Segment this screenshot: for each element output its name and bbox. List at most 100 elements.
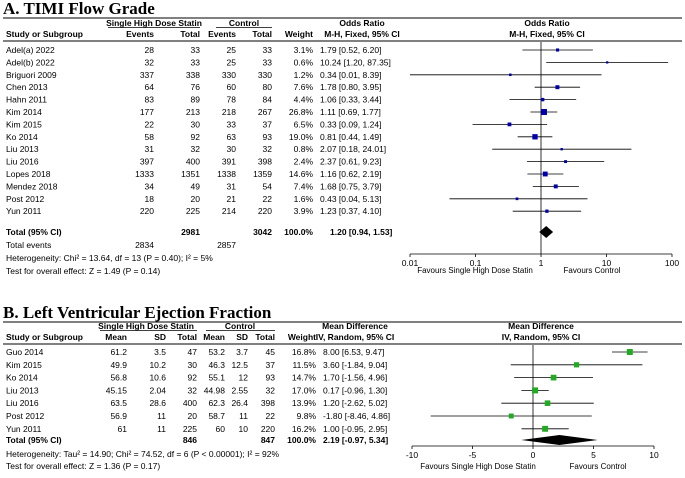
- panel-b-point-estimate: [508, 413, 514, 419]
- panel-b-col-mean2: Mean: [203, 332, 225, 342]
- total-treatment: 47: [188, 347, 198, 357]
- total-treatment: 213: [186, 107, 200, 117]
- table-row: Yun 2011 61 11 225 60 10 220 16.2% 1.00 [-0.95, …: [6, 424, 387, 434]
- study-name: Kim 2015: [6, 119, 42, 129]
- panel-b-total-ci: 2.19 [-0.97, 5.34]: [323, 435, 388, 445]
- weight-value: 4.4%: [294, 95, 314, 105]
- mean-control: 46.3: [208, 360, 225, 370]
- weight-value: 26.8%: [289, 107, 314, 117]
- events-treatment: 397: [140, 157, 154, 167]
- panel-b-col-study: Study or Subgroup: [6, 332, 83, 342]
- study-name: Chen 2013: [6, 82, 48, 92]
- odds-ratio-ci: 0.81 [0.44, 1.49]: [320, 132, 381, 142]
- total-treatment: 1351: [181, 169, 200, 179]
- odds-ratio-ci: 2.07 [0.18, 24.01]: [320, 144, 386, 154]
- total-treatment: 76: [191, 82, 201, 92]
- study-name: Kim 2014: [6, 107, 42, 117]
- events-treatment: 337: [140, 70, 154, 80]
- study-name: Liu 2016: [6, 398, 39, 408]
- mean-control: 62.3: [208, 398, 225, 408]
- weight-value: 11.5%: [293, 360, 317, 370]
- events-treatment: 28: [145, 45, 155, 55]
- events-control: 330: [222, 70, 236, 80]
- panel-a-tick-label: 0.01: [402, 258, 419, 268]
- weight-value: 3.9%: [294, 206, 314, 216]
- mean-difference-ci: 3.60 [-1.84, 9.04]: [323, 360, 387, 370]
- panel-b-group1-header: Single High Dose Statin: [98, 321, 194, 331]
- panel-b-point-estimate: [550, 374, 557, 381]
- table-row: Mendez 2018 34 49 31 54 7.4% 1.68 [0.75, 3.79]: [6, 181, 381, 191]
- panel-b-point-estimate: [544, 400, 551, 406]
- total-treatment: 33: [191, 57, 201, 67]
- sd-control: 11: [239, 411, 248, 421]
- table-row: Kim 2015 49.9 10.2 30 46.3 12.5 37 11.5% 3.60 [-…: [6, 360, 387, 370]
- weight-value: 14.7%: [292, 373, 317, 383]
- total-treatment: 89: [191, 95, 201, 105]
- study-name: Liu 2013: [6, 144, 39, 154]
- panel-a-point-estimate: [507, 122, 512, 127]
- panel-a-col-method: M-H, Fixed, 95% CI: [324, 29, 400, 39]
- total-treatment: 20: [191, 194, 201, 204]
- panel-a-plot: 0.01 0.1 1 10 100: [402, 42, 679, 268]
- panel-a-total-n1: 2981: [181, 227, 200, 237]
- mean-treatment: 61.2: [110, 347, 127, 357]
- total-treatment: 92: [188, 373, 198, 383]
- events-treatment: 22: [145, 119, 155, 129]
- total-control: 33: [263, 57, 273, 67]
- total-control: 398: [258, 157, 272, 167]
- table-row: Kim 2015 22 30 33 37 6.5% 0.33 [0.09, 1.24]: [6, 119, 381, 129]
- study-name: Kim 2015: [6, 360, 42, 370]
- total-control: 267: [258, 107, 272, 117]
- events-control: 60: [227, 82, 237, 92]
- events-treatment: 34: [145, 181, 155, 191]
- panel-b-favours-right: Favours Control: [570, 462, 627, 471]
- events-control: 33: [227, 119, 237, 129]
- panel-a-total-events2: 2857: [217, 240, 236, 250]
- sd-treatment: 10.6: [149, 373, 166, 383]
- table-row: Liu 2016 63.5 28.6 400 62.3 26.4 398 13.9% 1.20 …: [6, 398, 387, 408]
- study-name: Briguori 2009: [6, 70, 57, 80]
- odds-ratio-ci: 1.23 [0.37, 4.10]: [320, 206, 381, 216]
- odds-ratio-ci: 1.11 [0.69, 1.77]: [320, 107, 381, 117]
- weight-value: 13.9%: [292, 398, 317, 408]
- odds-ratio-ci: 1.16 [0.62, 2.19]: [320, 169, 381, 179]
- total-control: 54: [263, 181, 273, 191]
- study-name: Yun 2011: [6, 424, 42, 434]
- study-name: Liu 2013: [6, 385, 39, 395]
- study-name: Lopes 2018: [6, 169, 51, 179]
- panel-b-col-sd1: SD: [154, 332, 166, 342]
- panel-a-point-estimate: [556, 48, 560, 52]
- events-treatment: 177: [140, 107, 154, 117]
- panel-b-total-n1: 846: [183, 435, 197, 445]
- study-name: Adel(a) 2022: [6, 45, 55, 55]
- weight-value: 2.4%: [294, 157, 314, 167]
- total-treatment: 33: [191, 45, 201, 55]
- study-name: Post 2012: [6, 194, 45, 204]
- panel-a-point-estimate: [555, 85, 560, 90]
- events-control: 31: [227, 181, 237, 191]
- odds-ratio-ci: 1.68 [0.75, 3.79]: [320, 181, 381, 191]
- panel-a-point-estimate: [606, 61, 609, 64]
- mean-difference-ci: 1.70 [-1.56, 4.96]: [323, 373, 387, 383]
- panel-b: B. Left Ventricular Ejection Fraction Si…: [3, 303, 682, 471]
- total-treatment: 30: [188, 360, 198, 370]
- mean-control: 60: [216, 424, 226, 434]
- panel-b-tick-label: -5: [469, 450, 477, 460]
- weight-value: 3.1%: [294, 45, 314, 55]
- panel-b-col-weight: Weight: [288, 332, 316, 342]
- panel-a-heterogeneity: Heterogeneity: Chi² = 13.64, df = 13 (P …: [6, 253, 213, 263]
- panel-b-point-estimate: [573, 362, 580, 368]
- table-row: Post 2012 18 20 21 22 1.6% 0.43 [0.04, 5.13]: [6, 194, 381, 204]
- panel-b-point-estimate: [626, 349, 633, 355]
- odds-ratio-ci: 1.79 [0.52, 6.20]: [320, 45, 381, 55]
- sd-control: 26.4: [231, 398, 248, 408]
- total-treatment: 32: [188, 385, 198, 395]
- table-row: Briguori 2009 337 338 330 330 1.2% 0.34 [0.01,…: [6, 70, 381, 80]
- total-control: 1359: [253, 169, 272, 179]
- panel-b-heterogeneity: Heterogeneity: Tau² = 14.90; Chi² = 74.5…: [6, 449, 279, 459]
- weight-value: 7.6%: [294, 82, 314, 92]
- table-row: Adel(b) 2022 32 33 25 33 0.6% 10.24 [1.20, 87.…: [6, 57, 391, 67]
- panel-b-group2-header: Control: [225, 321, 255, 331]
- panel-b-col-mean1: Mean: [105, 332, 127, 342]
- weight-value: 1.6%: [294, 194, 314, 204]
